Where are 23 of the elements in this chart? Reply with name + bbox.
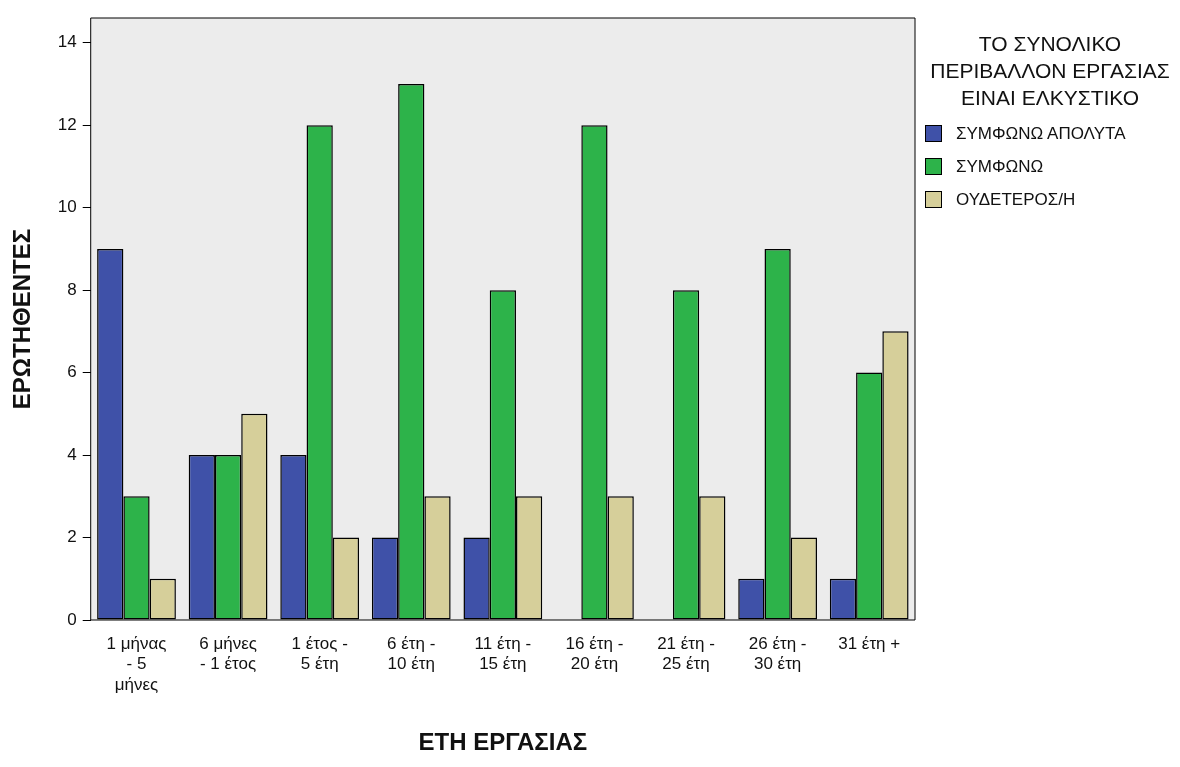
y-tick-label: 14 — [57, 32, 77, 52]
x-tick-label: 6 μήνες - 1 έτος — [199, 633, 257, 674]
y-tick-label: 4 — [67, 444, 77, 464]
x-tick-label: 6 έτη - 10 έτη — [387, 633, 436, 674]
x-tick-label: 16 έτη - 20 έτη — [565, 633, 624, 674]
y-tick-label: 10 — [57, 197, 77, 217]
legend-title: ΤΟ ΣΥΝΟΛΙΚΟ ΠΕΡΙΒΑΛΛΟΝ ΕΡΓΑΣΙΑΣ ΕΙΝΑΙ ΕΛΚΥΣΤΙΚΟ — [929, 31, 1171, 111]
y-tick-label: 6 — [67, 362, 77, 382]
x-tick-label: 26 έτη - 30 έτη — [748, 633, 807, 674]
x-axis-title: ΕΤΗ ΕΡΓΑΣΙΑΣ — [418, 728, 588, 756]
x-tick-label: 11 έτη - 15 έτη — [474, 633, 532, 674]
x-tick-label: 21 έτη - 25 έτη — [657, 633, 715, 674]
y-tick-label: 2 — [67, 527, 77, 547]
legend-label: ΣΥΜΦΩΝΩ ΑΠΟΛΥΤΑ — [956, 123, 1126, 144]
y-axis-title: ΕΡΩΤΗΘΕΝΤΕΣ — [8, 228, 36, 410]
y-tick-label: 12 — [57, 114, 77, 134]
x-tick-label: 1 έτος - 5 έτη — [291, 633, 348, 674]
x-tick-label: 31 έτη + — [838, 633, 901, 653]
y-tick-label: 0 — [67, 609, 77, 629]
legend-label: ΟΥΔΕΤΕΡΟΣ/Η — [956, 189, 1076, 210]
legend-label: ΣΥΜΦΩΝΩ — [956, 156, 1044, 177]
x-tick-label: 1 μήνας - 5 μήνες — [106, 633, 167, 694]
y-tick-label: 8 — [67, 279, 77, 299]
